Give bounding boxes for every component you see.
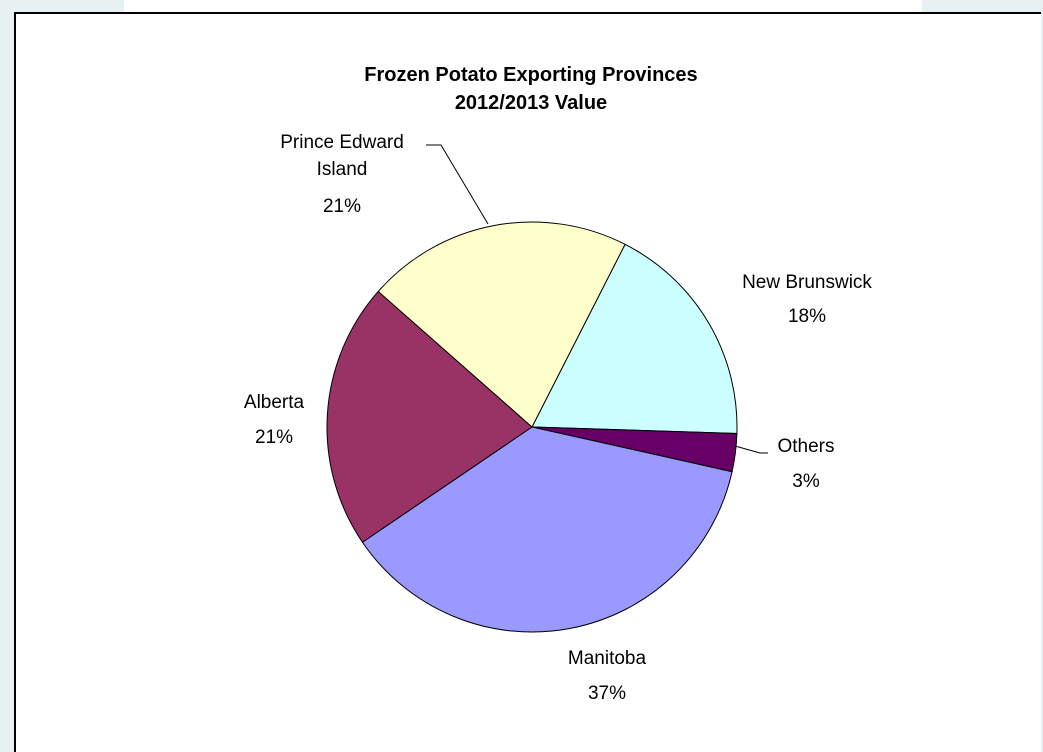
pie-slice-manitoba bbox=[361, 426, 733, 633]
leader-line-others bbox=[734, 445, 768, 454]
label-new-brunswick: New Brunswick bbox=[742, 272, 872, 293]
label-pei-line2: Island bbox=[317, 159, 368, 180]
label-new-brunswick-value: 18% bbox=[788, 306, 826, 327]
pie-slice-alberta bbox=[326, 290, 533, 543]
pie-slices bbox=[326, 221, 738, 633]
chart-title: Frozen Potato Exporting Provinces bbox=[364, 64, 697, 86]
label-manitoba: Manitoba bbox=[568, 648, 647, 669]
label-others: Others bbox=[777, 436, 834, 457]
label-pei-value: 21% bbox=[323, 196, 361, 217]
label-others-value: 3% bbox=[792, 471, 820, 492]
label-alberta: Alberta bbox=[244, 392, 305, 413]
label-manitoba-value: 37% bbox=[588, 683, 626, 704]
pie-slice-new-brunswick bbox=[531, 243, 738, 434]
pie-slice-prince-edward-island bbox=[377, 221, 626, 428]
chart-subtitle: 2012/2013 Value bbox=[455, 92, 607, 114]
label-pei-line1: Prince Edward bbox=[280, 132, 404, 153]
label-alberta-value: 21% bbox=[255, 427, 293, 448]
leader-line-pei bbox=[426, 144, 489, 225]
top-strip bbox=[124, 0, 922, 12]
